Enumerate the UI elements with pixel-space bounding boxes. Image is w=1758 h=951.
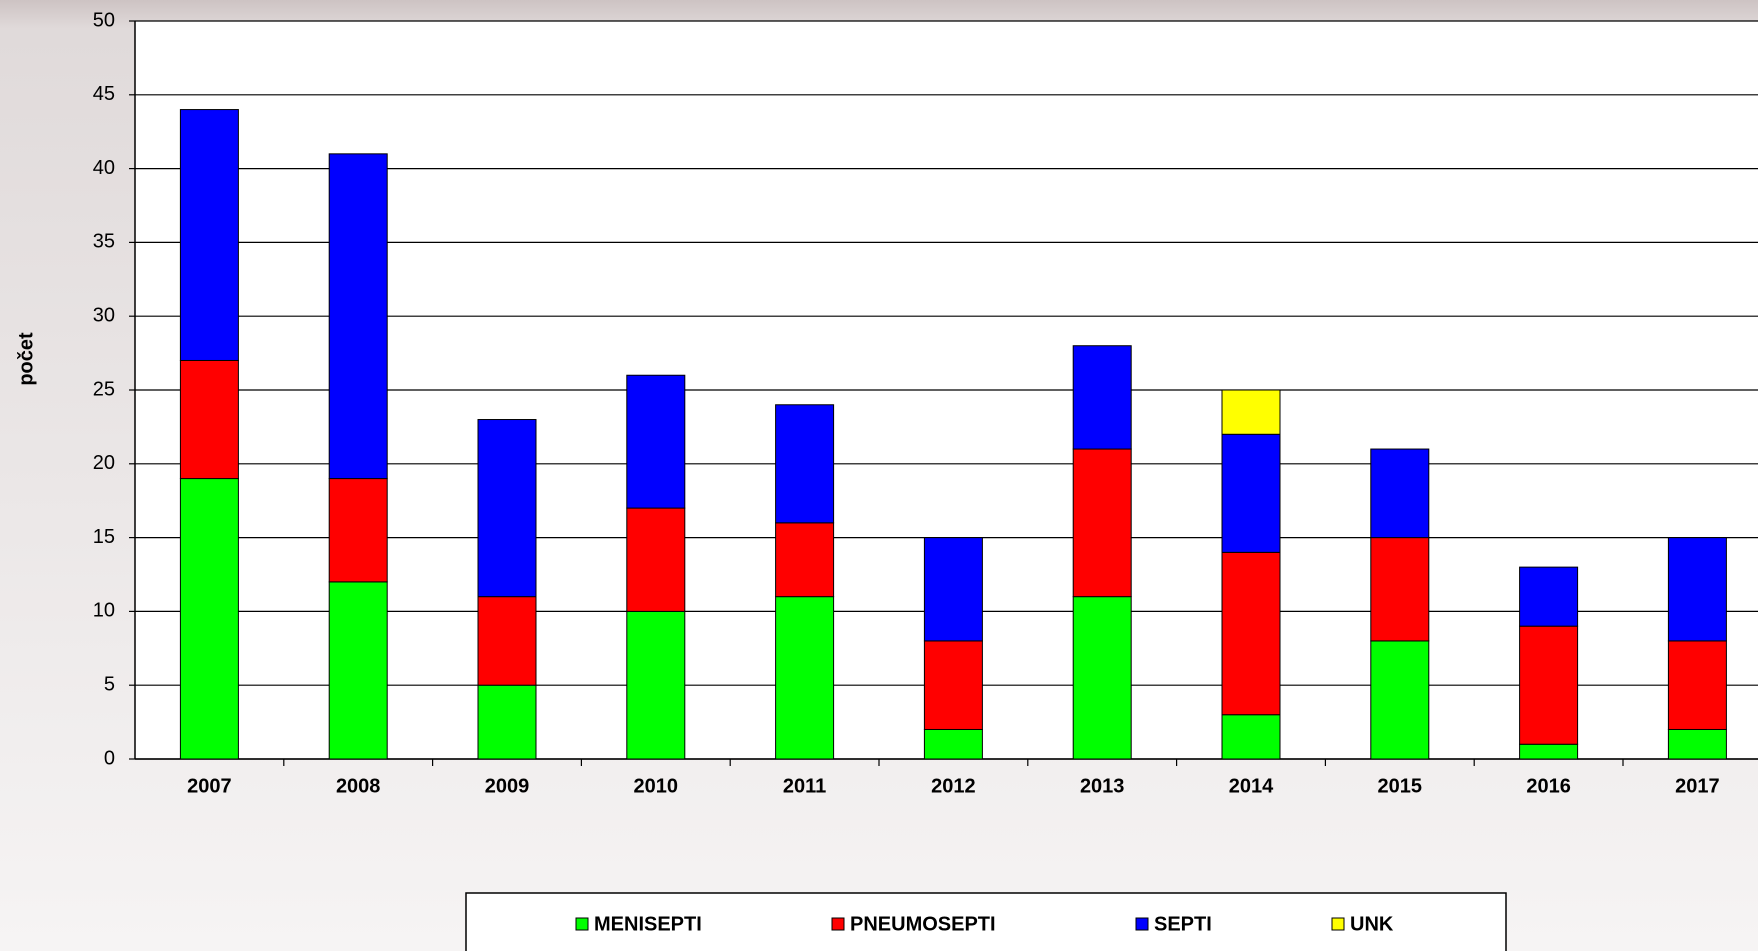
legend-swatch (575, 917, 589, 931)
x-tick-label: 2013 (1080, 775, 1125, 797)
legend-swatch (1135, 917, 1149, 931)
x-tick-label: 2017 (1675, 775, 1720, 797)
bar-segment (1519, 625, 1579, 745)
bar-segment (1370, 448, 1430, 539)
legend-swatch (1331, 917, 1345, 931)
bar-segment (1072, 596, 1132, 760)
y-tick-label: 15 (93, 526, 115, 548)
y-tick-label: 35 (93, 231, 115, 253)
y-axis-label: počet (15, 332, 37, 386)
bar-segment (775, 404, 835, 524)
y-tick-label: 20 (93, 452, 115, 474)
y-tick-label: 30 (93, 304, 115, 326)
x-tick-label: 2014 (1229, 775, 1274, 797)
bar-segment (1072, 448, 1132, 598)
bar-segment (1519, 566, 1579, 627)
bar-segment (626, 610, 686, 760)
bar-segment (626, 507, 686, 612)
bar-segment (477, 419, 537, 598)
bar-segment (923, 537, 983, 642)
x-tick-label: 2016 (1526, 775, 1571, 797)
bar-segment (1667, 728, 1727, 760)
bar-segment (775, 522, 835, 598)
y-tick-label: 50 (93, 9, 115, 31)
bar-segment (1519, 743, 1579, 760)
y-tick-label: 0 (104, 747, 115, 769)
bar-segment (179, 359, 239, 480)
legend-swatch (831, 917, 845, 931)
bar-segment (1221, 389, 1281, 435)
bar-segment (179, 109, 239, 361)
x-tick-label: 2009 (485, 775, 530, 797)
legend-label: UNK (1350, 913, 1394, 935)
bar-segment (923, 728, 983, 760)
bar-segment (1221, 433, 1281, 553)
legend-label: SEPTI (1154, 913, 1212, 935)
y-tick-label: 5 (104, 673, 115, 695)
x-tick-label: 2007 (187, 775, 232, 797)
y-tick-label: 25 (93, 378, 115, 400)
legend-label: PNEUMOSEPTI (850, 913, 996, 935)
x-tick-label: 2011 (783, 775, 826, 797)
y-tick-label: 10 (93, 600, 115, 622)
legend-label: MENISEPTI (594, 913, 702, 935)
bar-segment (1667, 640, 1727, 730)
x-tick-label: 2008 (336, 775, 381, 797)
bar-segment (477, 684, 537, 760)
y-tick-label: 40 (93, 157, 115, 179)
bar-segment (1221, 551, 1281, 716)
bar-segment (1221, 714, 1281, 760)
x-tick-label: 2010 (634, 775, 679, 797)
bar-segment (923, 640, 983, 730)
x-tick-label: 2012 (931, 775, 976, 797)
bar-segment (775, 596, 835, 760)
y-tick-label: 45 (93, 83, 115, 105)
bar-segment (179, 478, 239, 760)
bar-segment (626, 374, 686, 509)
bar-segment (328, 478, 388, 583)
bar-segment (1370, 640, 1430, 760)
bar-segment (1370, 537, 1430, 642)
bar-segment (1072, 345, 1132, 450)
x-tick-label: 2015 (1378, 775, 1423, 797)
bar-segment (1667, 537, 1727, 642)
bar-segment (328, 581, 388, 760)
bar-segment (477, 596, 537, 686)
bar-segment (328, 153, 388, 480)
